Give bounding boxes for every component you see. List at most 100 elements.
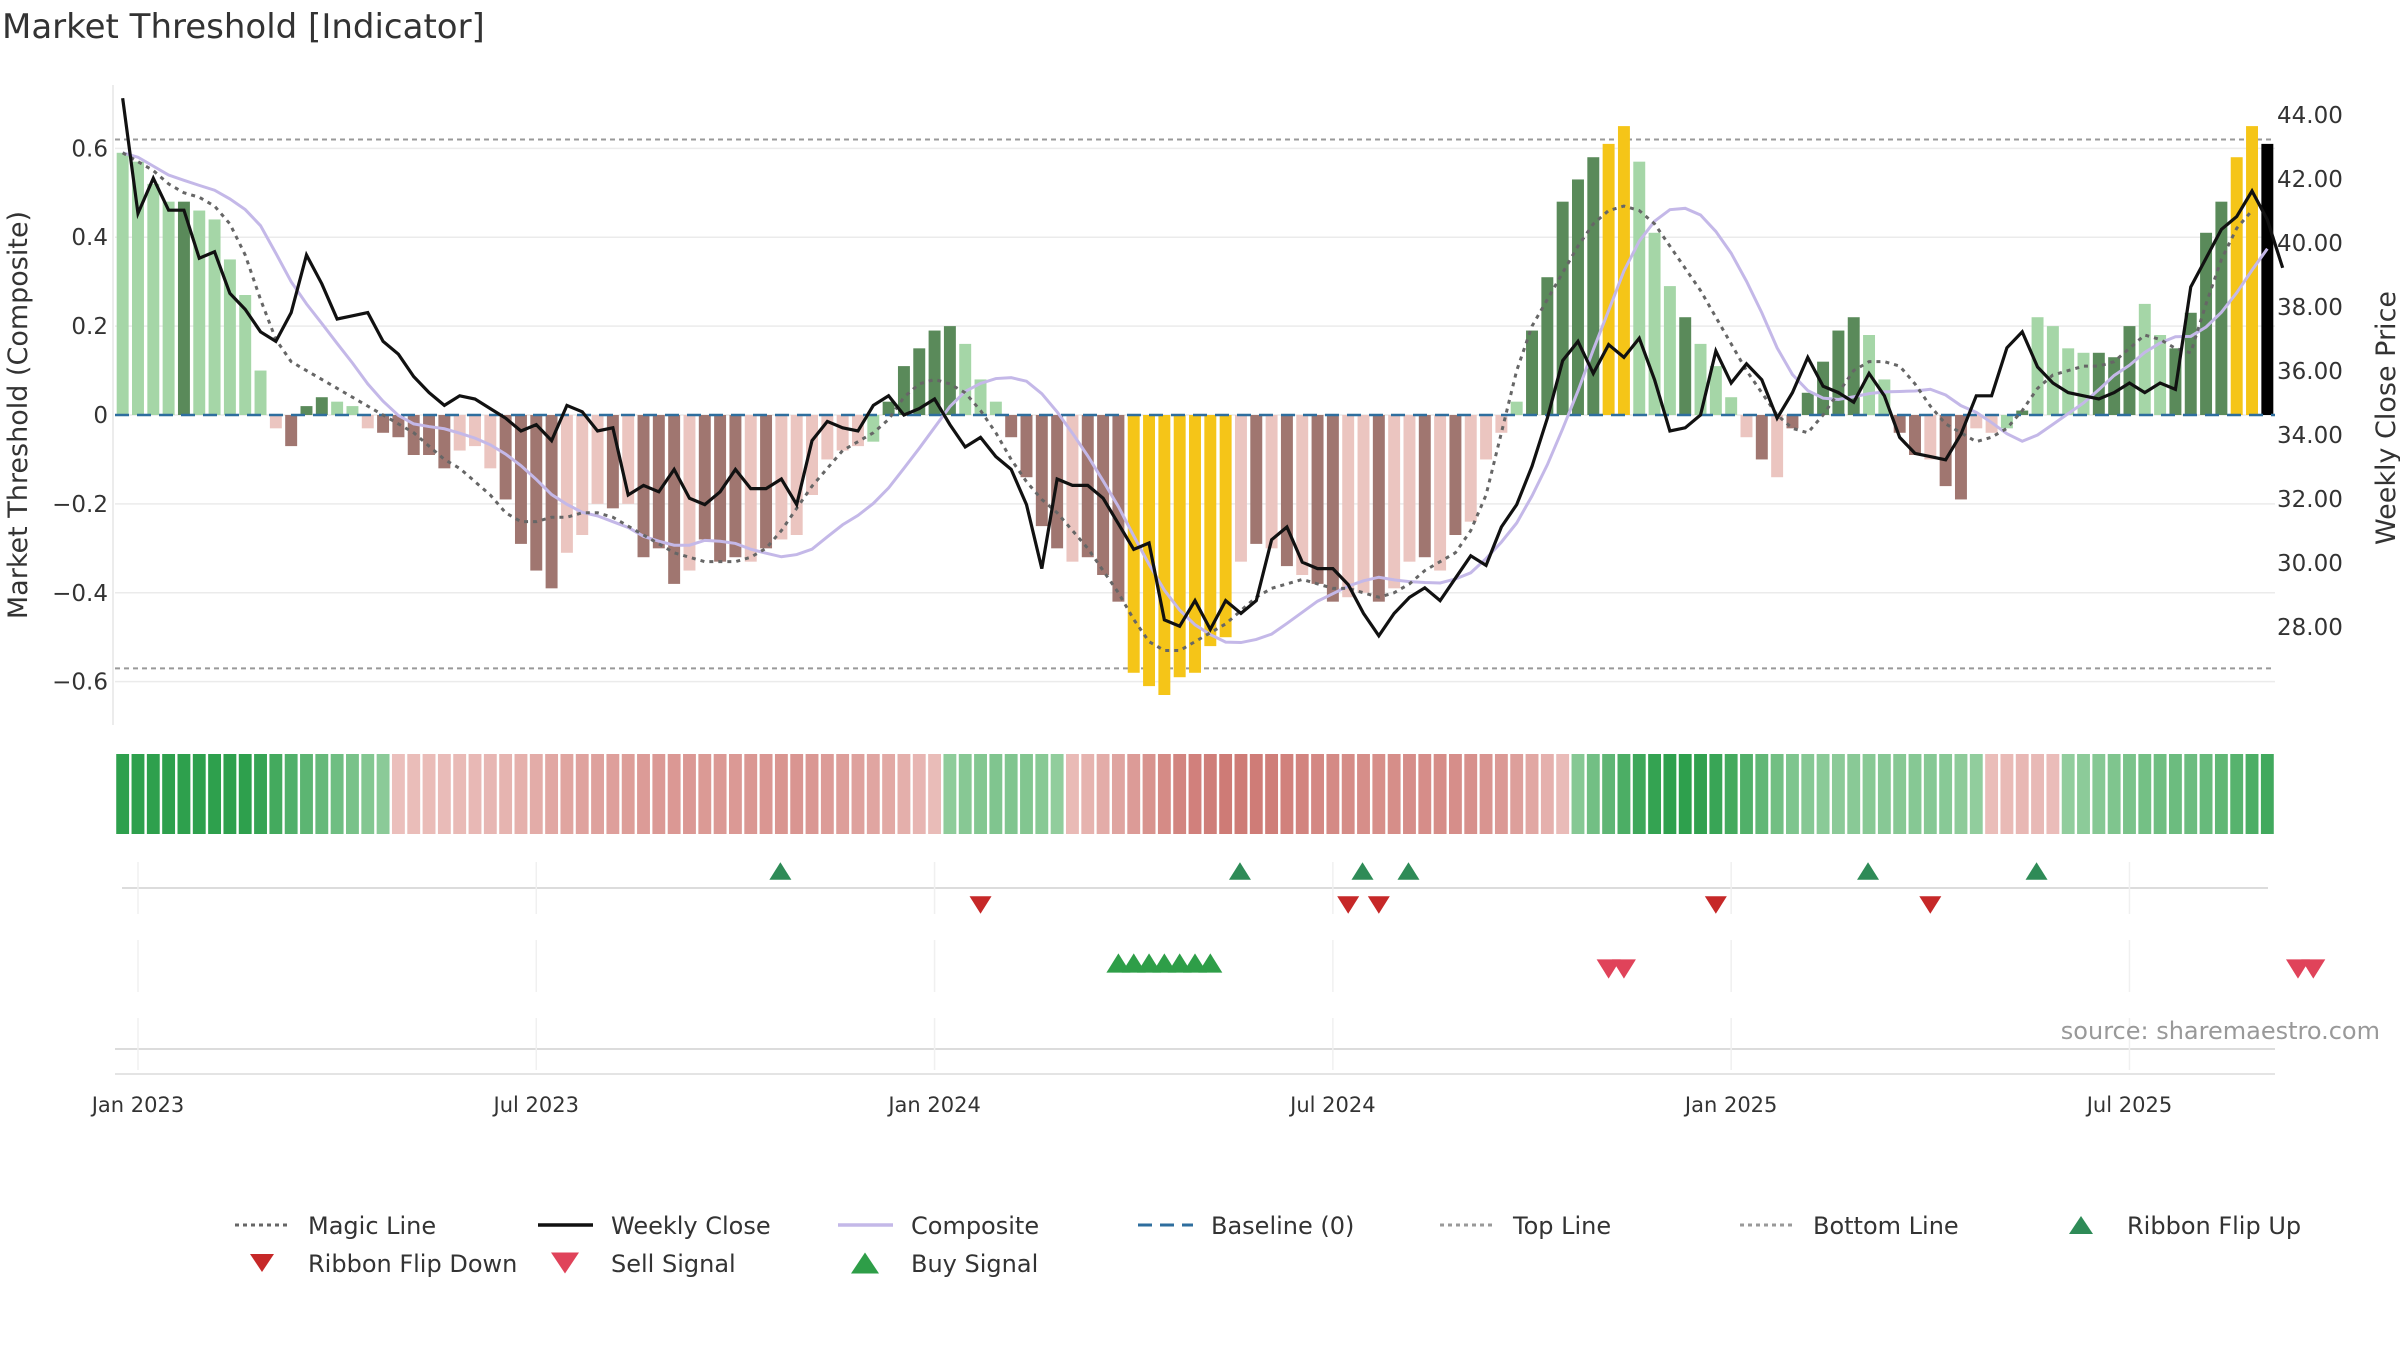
- composite-bar: [1725, 397, 1738, 415]
- composite-bar: [2016, 410, 2029, 415]
- ribbon-cell: [1188, 754, 1202, 834]
- ribbon-cell: [2214, 754, 2228, 834]
- composite-bar: [882, 401, 895, 415]
- ribbon-cell: [1219, 754, 1233, 834]
- ribbon-cell: [1448, 754, 1462, 834]
- ribbon-cell: [1786, 754, 1799, 834]
- y2-tick-label: 40.00: [2277, 231, 2343, 257]
- ribbon-cell: [238, 754, 252, 834]
- ribbon-cell: [1801, 754, 1815, 834]
- ribbon-cell: [744, 754, 758, 834]
- ribbon-cell: [1326, 754, 1340, 834]
- composite-bar: [622, 415, 635, 504]
- ribbon-cell: [1357, 754, 1370, 834]
- ribbon-cell: [545, 754, 559, 834]
- composite-bar: [1740, 415, 1753, 438]
- ribbon-cell: [1479, 754, 1493, 834]
- composite-bar: [239, 295, 252, 415]
- composite-bar: [1663, 286, 1676, 415]
- ribbon-cell: [683, 754, 696, 834]
- composite-bar: [1556, 201, 1569, 415]
- composite-bar: [1066, 415, 1079, 562]
- composite-bar: [806, 415, 818, 495]
- ribbon-flip-down-marker: [1919, 896, 1942, 914]
- legend-item: Ribbon Flip Up: [2069, 1212, 2301, 1240]
- composite-line: [122, 151, 2269, 645]
- ribbon-flip-down-marker: [1367, 896, 1390, 914]
- composite-bar: [1250, 415, 1263, 544]
- composite-bar: [392, 415, 405, 438]
- composite-bar: [1388, 415, 1401, 589]
- ribbon-cell: [1556, 754, 1570, 834]
- composite-bar: [315, 397, 328, 415]
- composite-bar: [591, 415, 604, 504]
- composite-bar: [576, 415, 589, 535]
- ribbon-cell: [667, 754, 681, 834]
- ribbon-cell: [1663, 754, 1677, 834]
- ribbon-cell: [575, 754, 589, 834]
- composite-bar: [1326, 415, 1339, 602]
- composite-bar: [2108, 357, 2121, 415]
- composite-bar: [1449, 415, 1462, 535]
- ribbon-cell: [514, 754, 528, 834]
- ribbon-cell: [1372, 754, 1386, 834]
- composite-bar: [469, 415, 481, 447]
- ribbon-cell: [1234, 754, 1248, 834]
- ribbon-cell: [1203, 754, 1217, 834]
- ribbon-cell: [851, 754, 865, 834]
- composite-bar: [116, 152, 129, 415]
- ribbon-cell: [1740, 754, 1753, 834]
- ribbon-cell: [2184, 754, 2198, 834]
- composite-bar: [285, 415, 298, 447]
- composite-bar: [1541, 277, 1554, 415]
- composite-bar: [1633, 161, 1646, 415]
- y2-tick-label: 32.00: [2277, 487, 2343, 513]
- sell-signal-marker: [1596, 959, 1621, 979]
- ribbon-cell: [361, 754, 375, 834]
- legend-item: Baseline (0): [1138, 1212, 1354, 1240]
- ribbon-cell: [1035, 754, 1049, 834]
- composite-bar: [1495, 415, 1508, 433]
- composite-bar: [2154, 335, 2167, 415]
- composite-bar: [1939, 415, 1952, 487]
- ribbon-cell: [1770, 754, 1784, 834]
- legend-item: Sell Signal: [551, 1250, 736, 1278]
- ribbon-cell: [1923, 754, 1937, 834]
- ribbon-cell: [2230, 754, 2244, 834]
- y-tick-label: −0.2: [52, 492, 108, 518]
- composite-bar: [652, 415, 665, 549]
- ribbon-cell: [1586, 754, 1600, 834]
- y-tick-label: −0.6: [52, 670, 108, 696]
- magic-line: [121, 151, 2254, 653]
- composite-bar: [1909, 415, 1921, 455]
- y-tick-label: 0.4: [71, 225, 108, 251]
- composite-bar: [1817, 361, 1830, 415]
- ribbon-cell: [1908, 754, 1922, 834]
- ribbon-cell: [759, 754, 773, 834]
- ribbon-cell: [2046, 754, 2060, 834]
- y2-axis-title: Weekly Close Price: [2371, 291, 2400, 545]
- ribbon-cell: [774, 754, 788, 834]
- composite-bar: [300, 406, 313, 415]
- ribbon-cell: [805, 754, 819, 834]
- composite-bar: [1893, 415, 1906, 433]
- y2-tick-label: 44.00: [2277, 103, 2343, 129]
- composite-bar: [208, 219, 221, 415]
- ribbon-cell: [1142, 754, 1156, 834]
- ribbon-flip-down-marker: [1337, 896, 1360, 914]
- composite-bar: [1709, 366, 1722, 415]
- composite-bar: [2261, 143, 2274, 415]
- composite-bar: [1832, 330, 1845, 415]
- buy-signal-marker: [1152, 953, 1177, 973]
- ribbon-cell: [1954, 754, 1968, 834]
- composite-bar: [943, 326, 956, 415]
- ribbon-cell: [453, 754, 467, 834]
- x-tick-label: Jul 2025: [2085, 1093, 2172, 1117]
- composite-bar: [1311, 415, 1324, 584]
- ribbon-cell: [1525, 754, 1539, 834]
- composite-bar: [1970, 415, 1983, 429]
- legend-label: Ribbon Flip Up: [2127, 1212, 2301, 1240]
- composite-bar: [361, 415, 374, 429]
- y-tick-label: 0: [93, 403, 108, 429]
